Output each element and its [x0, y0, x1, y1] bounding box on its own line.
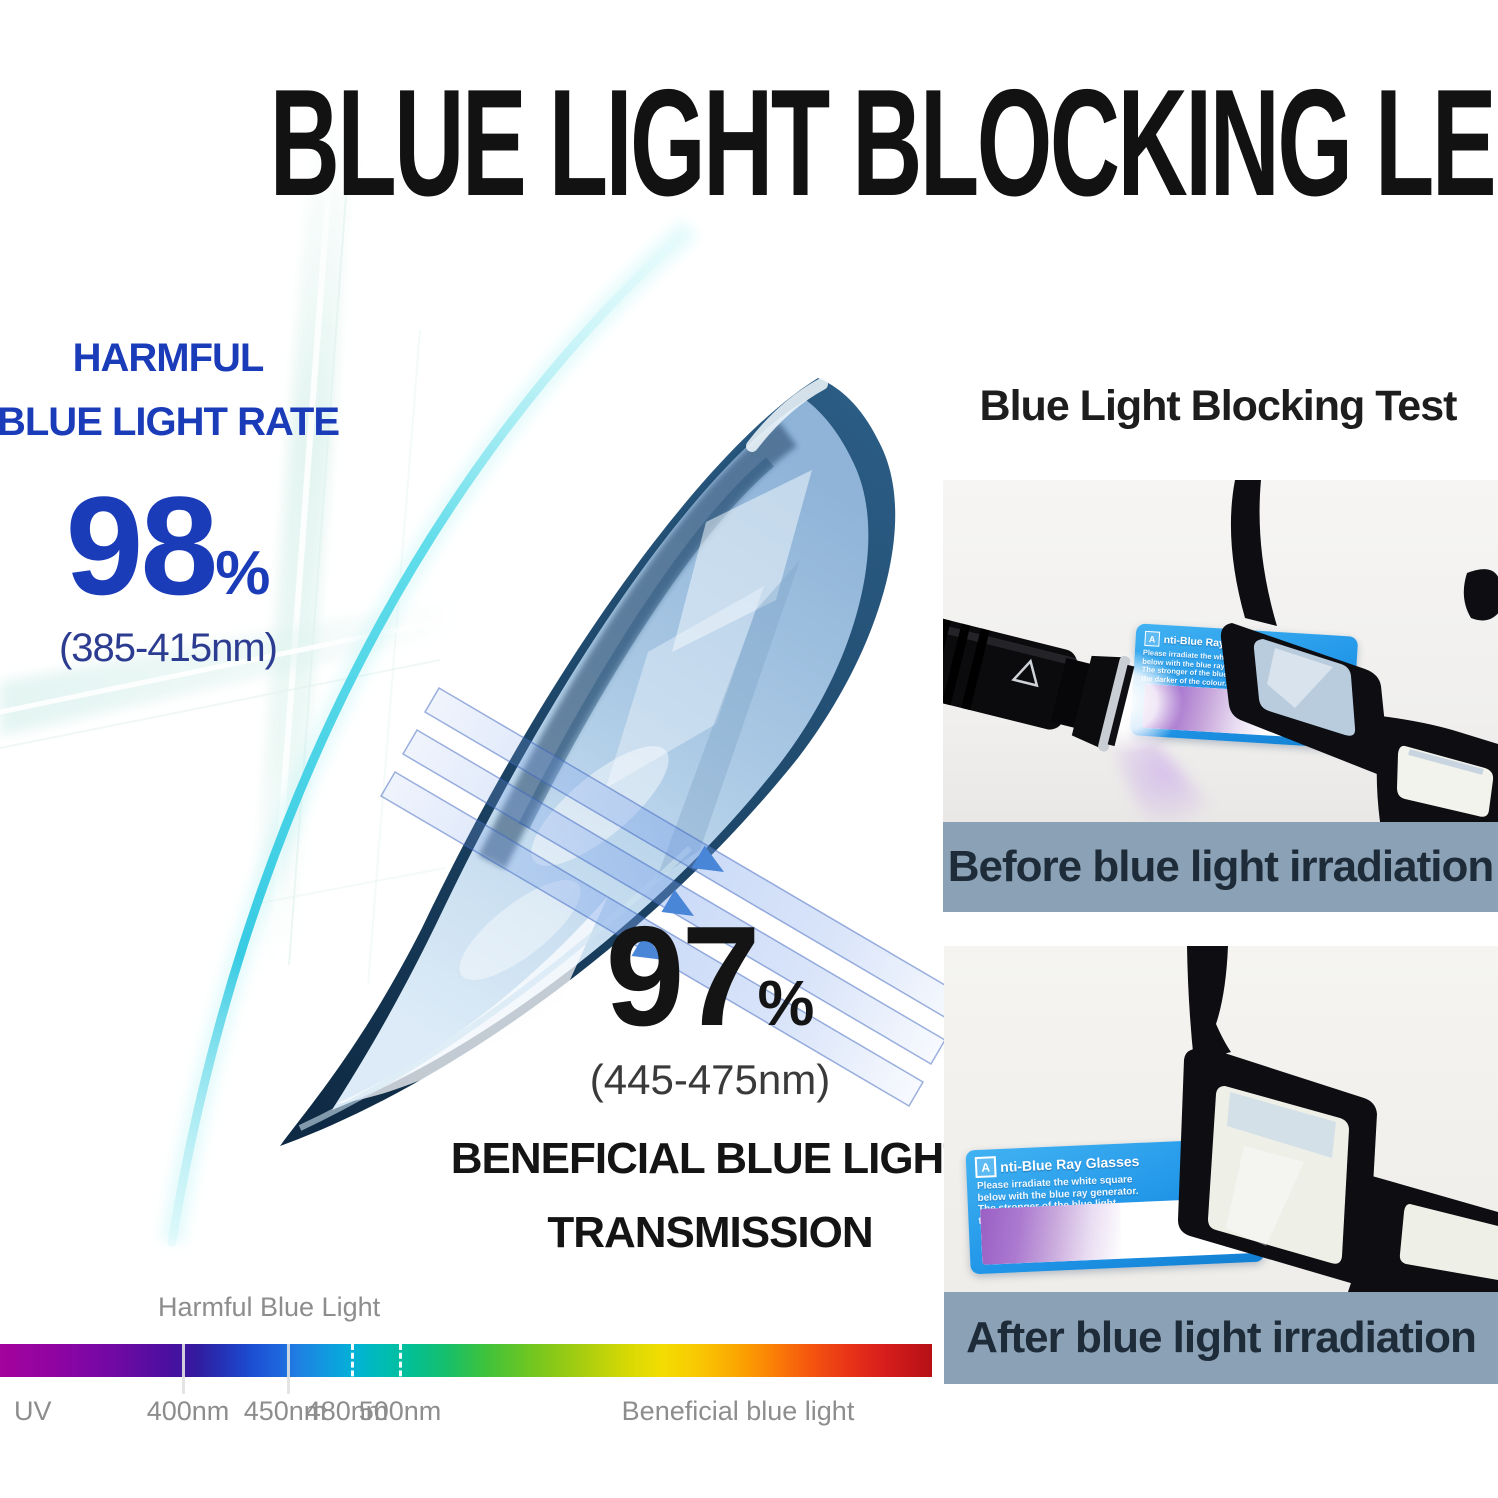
before-photo-art: [943, 480, 1498, 822]
glasses-temple: [1187, 946, 1231, 1062]
glasses-illustration: [1220, 480, 1498, 822]
percent-sign: %: [215, 539, 271, 608]
glasses-illustration: [1178, 946, 1498, 1292]
beneficial-rate-block: 97% (445-475nm) BENEFICIAL BLUE LIGHT TR…: [428, 906, 992, 1258]
spectrum-tick-450nm: [287, 1344, 290, 1394]
beneficial-label-line2: TRANSMISSION: [547, 1208, 873, 1257]
tick-label-400nm: 400nm: [146, 1396, 230, 1426]
spectrum-beneficial-label: Beneficial blue light: [621, 1396, 855, 1426]
harmful-label-line1: HARMFUL: [72, 336, 265, 380]
beam-arrow-icon: [661, 889, 694, 916]
after-test-photo: A nti-Blue Ray Glasses Please irradiate …: [944, 946, 1498, 1292]
cyan-arc: [160, 219, 699, 1247]
test-heading: Blue Light Blocking Test: [979, 382, 1458, 430]
harmful-label-line2: BLUE LIGHT RATE: [0, 400, 340, 444]
tick-label-480nm: 480nm: [305, 1396, 389, 1426]
spectrum-tick-500nm: [399, 1344, 402, 1394]
beam-arrow-icon: [631, 933, 664, 960]
tick-label-500nm: 500nm: [358, 1396, 442, 1426]
light-spectrum-diagram: Harmful Blue Light UV 400nm 450nm 480nm …: [0, 1288, 940, 1488]
beneficial-label-line1: BENEFICIAL BLUE LIGHT: [450, 1134, 970, 1183]
harmful-rate-block: HARMFUL BLUE LIGHT RATE 98% (385-415nm): [0, 326, 344, 671]
beam-arrow-icon: [691, 845, 724, 872]
light-beam-x: [0, 127, 462, 986]
before-caption: Before blue light irradiation: [943, 822, 1498, 912]
after-photo-art: [1178, 946, 1498, 1292]
spectrum-tick-480nm: [351, 1344, 354, 1394]
flashlight-illustration: [943, 605, 1135, 752]
spectrum-harmful-label: Harmful Blue Light: [158, 1292, 381, 1322]
glasses-temple: [1230, 480, 1277, 626]
glasses-lens: [1399, 1204, 1498, 1280]
page-title: BLUE LIGHT BLOCKING LENS: [269, 58, 1498, 228]
beneficial-wavelength-range: (445-475nm): [589, 1056, 831, 1103]
spectrum-tick-400nm: [182, 1344, 185, 1394]
glasses-lens: [1253, 639, 1356, 736]
spectrum-bar: [0, 1344, 932, 1377]
harmful-wavelength-range: (385-415nm): [58, 626, 278, 670]
tick-label-450nm: 450nm: [243, 1396, 327, 1426]
after-caption: After blue light irradiation: [944, 1292, 1498, 1384]
before-test-photo: A nti-Blue Ray Glasses Please irradiate …: [943, 480, 1498, 822]
glasses-temple-tip: [1463, 569, 1498, 621]
percent-sign: %: [757, 967, 815, 1039]
harmful-rate-value: 98%: [65, 467, 271, 624]
glasses-lens: [1397, 745, 1494, 817]
uv-label: UV: [14, 1396, 52, 1426]
beneficial-rate-value: 97%: [605, 897, 815, 1056]
